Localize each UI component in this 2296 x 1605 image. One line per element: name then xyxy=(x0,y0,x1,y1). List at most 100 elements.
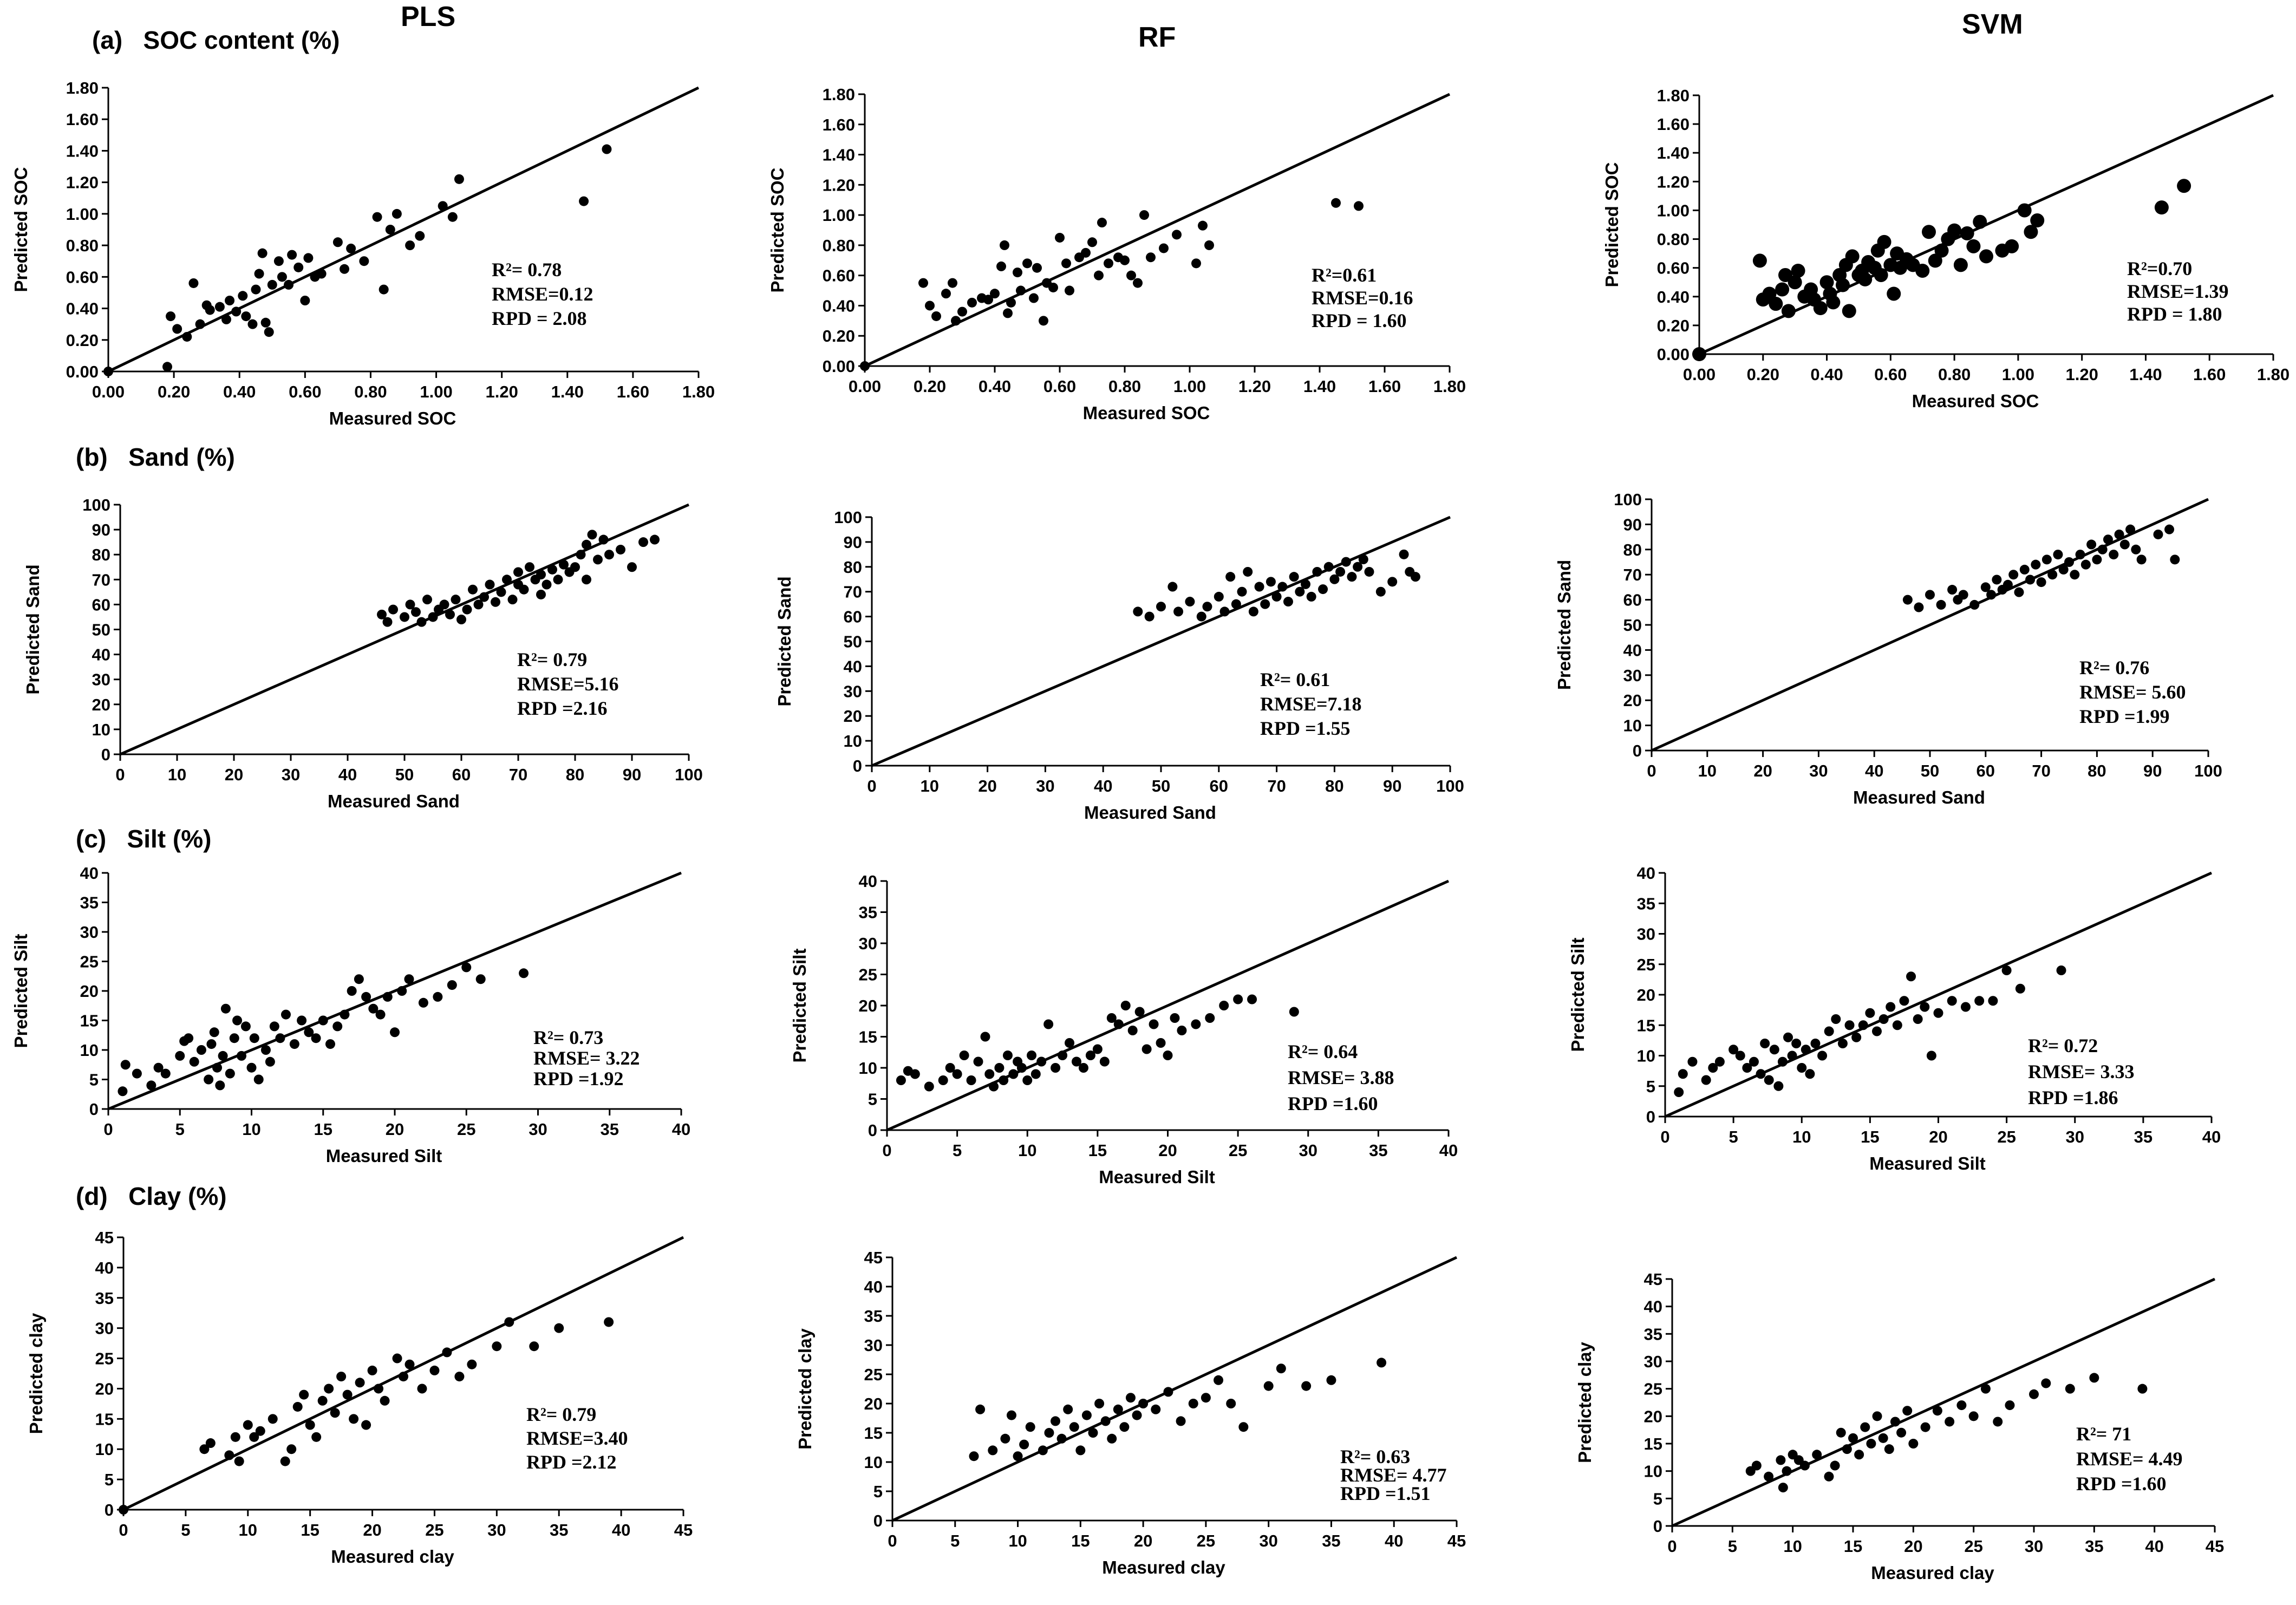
x-tick-label: 25 xyxy=(1997,1127,2015,1146)
x-tick-label: 40 xyxy=(672,1120,690,1139)
data-point xyxy=(1842,1444,1852,1454)
data-point xyxy=(232,1015,243,1026)
data-point xyxy=(2024,225,2038,239)
data-point xyxy=(1326,1375,1336,1385)
data-point xyxy=(1196,611,1206,622)
data-point xyxy=(1851,1032,1862,1042)
x-tick-label: 70 xyxy=(509,765,527,784)
column-header-svm: SVM xyxy=(1962,9,2023,40)
data-point xyxy=(1813,301,1828,316)
stats-rmse: RMSE=0.16 xyxy=(1312,287,1413,309)
data-point xyxy=(1204,240,1214,250)
data-point xyxy=(1044,1428,1054,1438)
one-to-one-line xyxy=(107,86,700,373)
x-tick-label: 15 xyxy=(301,1521,319,1539)
data-point xyxy=(1237,586,1247,597)
y-tick-label: 1.40 xyxy=(66,141,99,160)
data-point xyxy=(1120,1001,1131,1010)
data-point xyxy=(1988,996,1998,1006)
stats-rmse: RMSE= 3.88 xyxy=(1288,1067,1394,1088)
data-point xyxy=(2015,983,2025,994)
data-point xyxy=(462,604,472,615)
data-point xyxy=(1163,1387,1173,1397)
x-tick-label: 5 xyxy=(953,1141,962,1160)
x-tick-label: 35 xyxy=(550,1521,568,1539)
y-tick-label: 40 xyxy=(95,1258,114,1277)
x-tick-label: 5 xyxy=(1728,1537,1737,1556)
data-point xyxy=(2025,575,2036,585)
data-point xyxy=(1039,316,1048,326)
x-axis-label: Measured SOC xyxy=(329,408,456,428)
data-point xyxy=(952,1069,962,1079)
data-point xyxy=(604,550,614,560)
data-point xyxy=(2131,544,2141,554)
data-point xyxy=(1248,606,1258,617)
data-point xyxy=(1769,1045,1779,1055)
data-point xyxy=(361,991,371,1002)
data-point xyxy=(957,306,967,317)
y-axis-label: Predicted Sand xyxy=(774,576,794,706)
data-point xyxy=(860,361,870,371)
y-tick-label: 0.80 xyxy=(1657,230,1690,249)
data-point xyxy=(989,1081,999,1092)
data-point xyxy=(1871,1026,1882,1036)
one-to-one-line xyxy=(1664,871,2213,1118)
data-point xyxy=(1226,1399,1236,1408)
data-point xyxy=(519,584,529,595)
data-point xyxy=(638,537,648,547)
data-point xyxy=(1980,582,1991,592)
data-point xyxy=(260,317,271,328)
stats-rpd: RPD =1.86 xyxy=(2028,1087,2118,1108)
data-point xyxy=(1247,994,1257,1004)
data-point xyxy=(1887,286,1901,301)
x-axis-label: Measured SOC xyxy=(1083,403,1210,423)
x-tick-label: 0.00 xyxy=(92,382,125,401)
y-tick-label: 20 xyxy=(1644,1407,1662,1426)
stats-rpd: RPD =1.60 xyxy=(1288,1093,1378,1114)
data-point xyxy=(2170,554,2180,565)
panel-soc-pls: 0.00 0.20 0.40 0.60 0.80 1.00 1.20 1.40 1.60 1.80… xyxy=(11,79,715,428)
data-point xyxy=(1958,590,1968,600)
data-point xyxy=(1886,1002,1896,1012)
y-tick-label: 20 xyxy=(1637,986,1655,1004)
panel-clay-svm: 0 5 10 15 20 25 30 35 40 45 0 5 10 15 20 25 30 35 40 45 Meas… xyxy=(1575,1270,2224,1583)
data-point xyxy=(2036,577,2046,588)
y-tick-label: 90 xyxy=(844,533,862,552)
data-point xyxy=(175,1051,185,1061)
y-tick-label: 30 xyxy=(95,1319,114,1338)
data-point xyxy=(292,1401,303,1412)
data-point xyxy=(1000,240,1009,250)
x-tick-label: 90 xyxy=(1383,777,1401,795)
x-tick-label: 0.20 xyxy=(1747,365,1779,384)
data-point xyxy=(1016,1063,1027,1073)
x-tick-label: 90 xyxy=(623,765,641,784)
data-point xyxy=(496,587,506,597)
x-tick-label: 10 xyxy=(1783,1537,1802,1556)
data-point xyxy=(205,305,215,315)
y-tick-label: 15 xyxy=(864,1424,883,1443)
x-tick-label: 30 xyxy=(487,1521,506,1539)
data-point xyxy=(1778,268,1792,282)
data-point xyxy=(1974,996,1985,1006)
x-tick-label: 0.60 xyxy=(289,382,321,401)
stats-r2: R²= 0.76 xyxy=(2079,657,2149,678)
data-point xyxy=(1188,1399,1198,1408)
x-tick-label: 1.40 xyxy=(1303,377,1336,396)
data-point xyxy=(2075,550,2085,560)
x-tick-label: 10 xyxy=(921,777,939,795)
one-to-one-line xyxy=(891,1256,1458,1522)
data-point xyxy=(1295,586,1305,597)
stats-rmse: RMSE=1.39 xyxy=(2127,280,2229,302)
data-point xyxy=(1915,263,1930,278)
data-point xyxy=(1966,239,1981,253)
data-point xyxy=(1097,218,1107,228)
y-tick-label: 25 xyxy=(80,952,99,971)
data-point xyxy=(1289,572,1299,582)
data-point xyxy=(1003,308,1013,318)
data-point xyxy=(1019,1439,1029,1450)
x-axis-label: Measured Sand xyxy=(1084,802,1216,823)
data-point xyxy=(311,1432,322,1442)
data-point xyxy=(1960,226,1974,240)
data-point xyxy=(2125,524,2136,534)
data-point xyxy=(240,1021,251,1032)
